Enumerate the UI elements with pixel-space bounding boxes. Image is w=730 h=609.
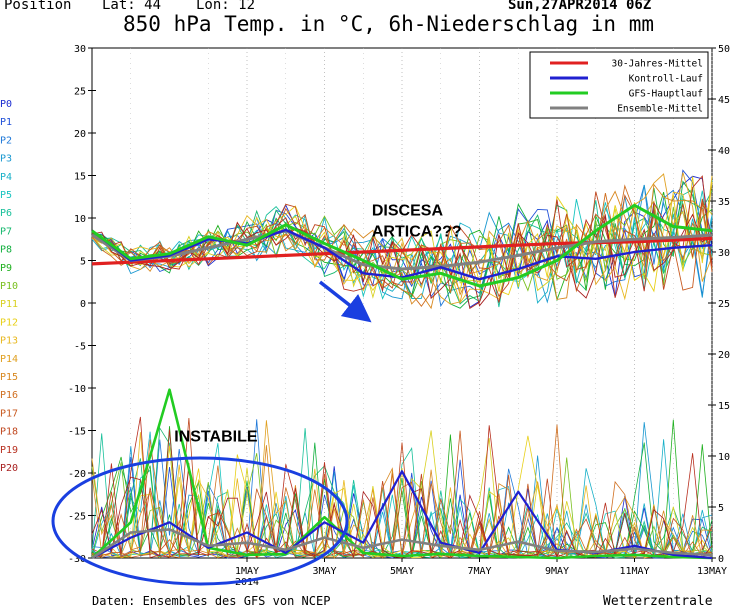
- right-tick-label: 10: [718, 452, 730, 463]
- member-label-p9: P9: [0, 263, 12, 274]
- member-label-p16: P16: [0, 390, 18, 401]
- right-tick-label: 40: [718, 146, 730, 157]
- header-lon: Lon: 12: [196, 0, 256, 13]
- right-tick-label: 50: [718, 44, 730, 55]
- member-precip-line-p19: [91, 416, 713, 559]
- member-temp-line-p13: [91, 175, 713, 304]
- left-tick-label: 15: [74, 172, 86, 183]
- x-tick-sublabel: 2014: [235, 577, 259, 588]
- member-precip-line-p18: [91, 417, 713, 559]
- member-labels: P0 P1 P2 P3 P4 P5 P6 P7 P8 P9 P10 P11 P12 P13 P14 P15 P1…: [0, 99, 18, 474]
- footer-brand: Wetterzentrale: [603, 594, 713, 609]
- left-tick-label: 20: [74, 129, 86, 140]
- right-tick-label: 45: [718, 95, 730, 106]
- member-label-p20: P20: [0, 463, 18, 474]
- legend-label: GFS-Hauptlauf: [629, 89, 703, 100]
- member-label-p13: P13: [0, 336, 18, 347]
- footer-source: Daten: Ensembles des GFS von NCEP: [92, 594, 331, 608]
- left-tick-label: 10: [74, 214, 86, 225]
- series-gfs-hauptlauf-niederschlag: [91, 388, 713, 560]
- main-series: [91, 203, 713, 560]
- member-label-p14: P14: [0, 354, 18, 365]
- legend-label: Kontroll-Lauf: [629, 74, 703, 85]
- member-label-p10: P10: [0, 281, 18, 292]
- right-tick-label: 20: [718, 350, 730, 361]
- annotations: DISCESA ARTICA??? INSTABILE: [174, 202, 461, 445]
- left-tick-label: 0: [80, 299, 86, 310]
- legend-label: 30-Jahres-Mittel: [611, 59, 703, 70]
- right-tick-label: 5: [718, 503, 724, 514]
- chart-title: 850 hPa Temp. in °C, 6h-Niederschlag in …: [123, 12, 655, 36]
- left-tick-label: -5: [74, 342, 86, 353]
- series-kontroll-lauf: [91, 228, 713, 281]
- header-position: Position: [4, 0, 72, 13]
- left-tick-label: -20: [68, 469, 86, 480]
- left-tick-label: 5: [80, 257, 86, 268]
- member-label-p17: P17: [0, 408, 18, 419]
- member-label-p11: P11: [0, 299, 18, 310]
- left-axis-ticks: 30 25 20 15 10 5 0 -5 -10 -15 -20 -25 -30: [68, 44, 96, 565]
- series-ensemble-mittel: [91, 229, 713, 271]
- member-temp-line-p15: [91, 183, 713, 310]
- member-label-p8: P8: [0, 245, 12, 256]
- member-label-p5: P5: [0, 190, 12, 201]
- member-label-p3: P3: [0, 154, 12, 165]
- member-label-p2: P2: [0, 135, 12, 146]
- x-tick-label: 7MAY: [467, 566, 491, 577]
- member-label-p15: P15: [0, 372, 18, 383]
- x-tick-label: 9MAY: [545, 566, 569, 577]
- annotation-artica: ARTICA???: [372, 224, 462, 241]
- x-tick-label: 3MAY: [312, 566, 336, 577]
- discesa-arrow: [318, 280, 372, 323]
- right-tick-label: 35: [718, 197, 730, 208]
- left-tick-label: 30: [74, 44, 86, 55]
- legend-label: Ensemble-Mittel: [617, 104, 703, 115]
- right-tick-label: 25: [718, 299, 730, 310]
- right-tick-label: 30: [718, 248, 730, 259]
- annotation-instabile: INSTABILE: [174, 429, 258, 446]
- header-lat: Lat: 44: [102, 0, 162, 13]
- series-ensemble-mittel-niederschlag: [91, 528, 713, 560]
- x-tick-label: 1MAY: [235, 566, 259, 577]
- left-tick-label: -25: [68, 512, 86, 523]
- member-precip-line-p17: [91, 430, 713, 559]
- member-label-p18: P18: [0, 427, 18, 438]
- left-tick-label: 25: [74, 87, 86, 98]
- member-label-p7: P7: [0, 226, 12, 237]
- member-label-p12: P12: [0, 317, 18, 328]
- member-label-p0: P0: [0, 99, 12, 110]
- member-label-p4: P4: [0, 172, 12, 183]
- left-tick-label: -15: [68, 427, 86, 438]
- series-gfs-hauptlauf: [91, 203, 713, 288]
- left-tick-label: -30: [68, 554, 86, 565]
- x-tick-label: 13MAY: [697, 566, 727, 577]
- member-temp-line-p20: [91, 213, 713, 307]
- instabile-ellipse: [51, 456, 349, 586]
- x-tick-label: 11MAY: [619, 566, 649, 577]
- x-tick-label: 5MAY: [390, 566, 414, 577]
- member-temp-line-p7: [91, 190, 713, 305]
- legend: 30-Jahres-Mittel Kontroll-Lauf GFS-Hauptla…: [529, 51, 709, 119]
- run-time: Sun,27APR2014 06Z: [508, 0, 652, 13]
- right-tick-label: 0: [718, 554, 724, 565]
- annotation-discesa: DISCESA: [372, 202, 444, 219]
- left-tick-label: -10: [68, 384, 86, 395]
- member-precip-line-p5: [91, 429, 713, 559]
- right-tick-label: 15: [718, 401, 730, 412]
- member-label-p6: P6: [0, 208, 12, 219]
- member-label-p19: P19: [0, 445, 18, 456]
- member-label-p1: P1: [0, 117, 12, 128]
